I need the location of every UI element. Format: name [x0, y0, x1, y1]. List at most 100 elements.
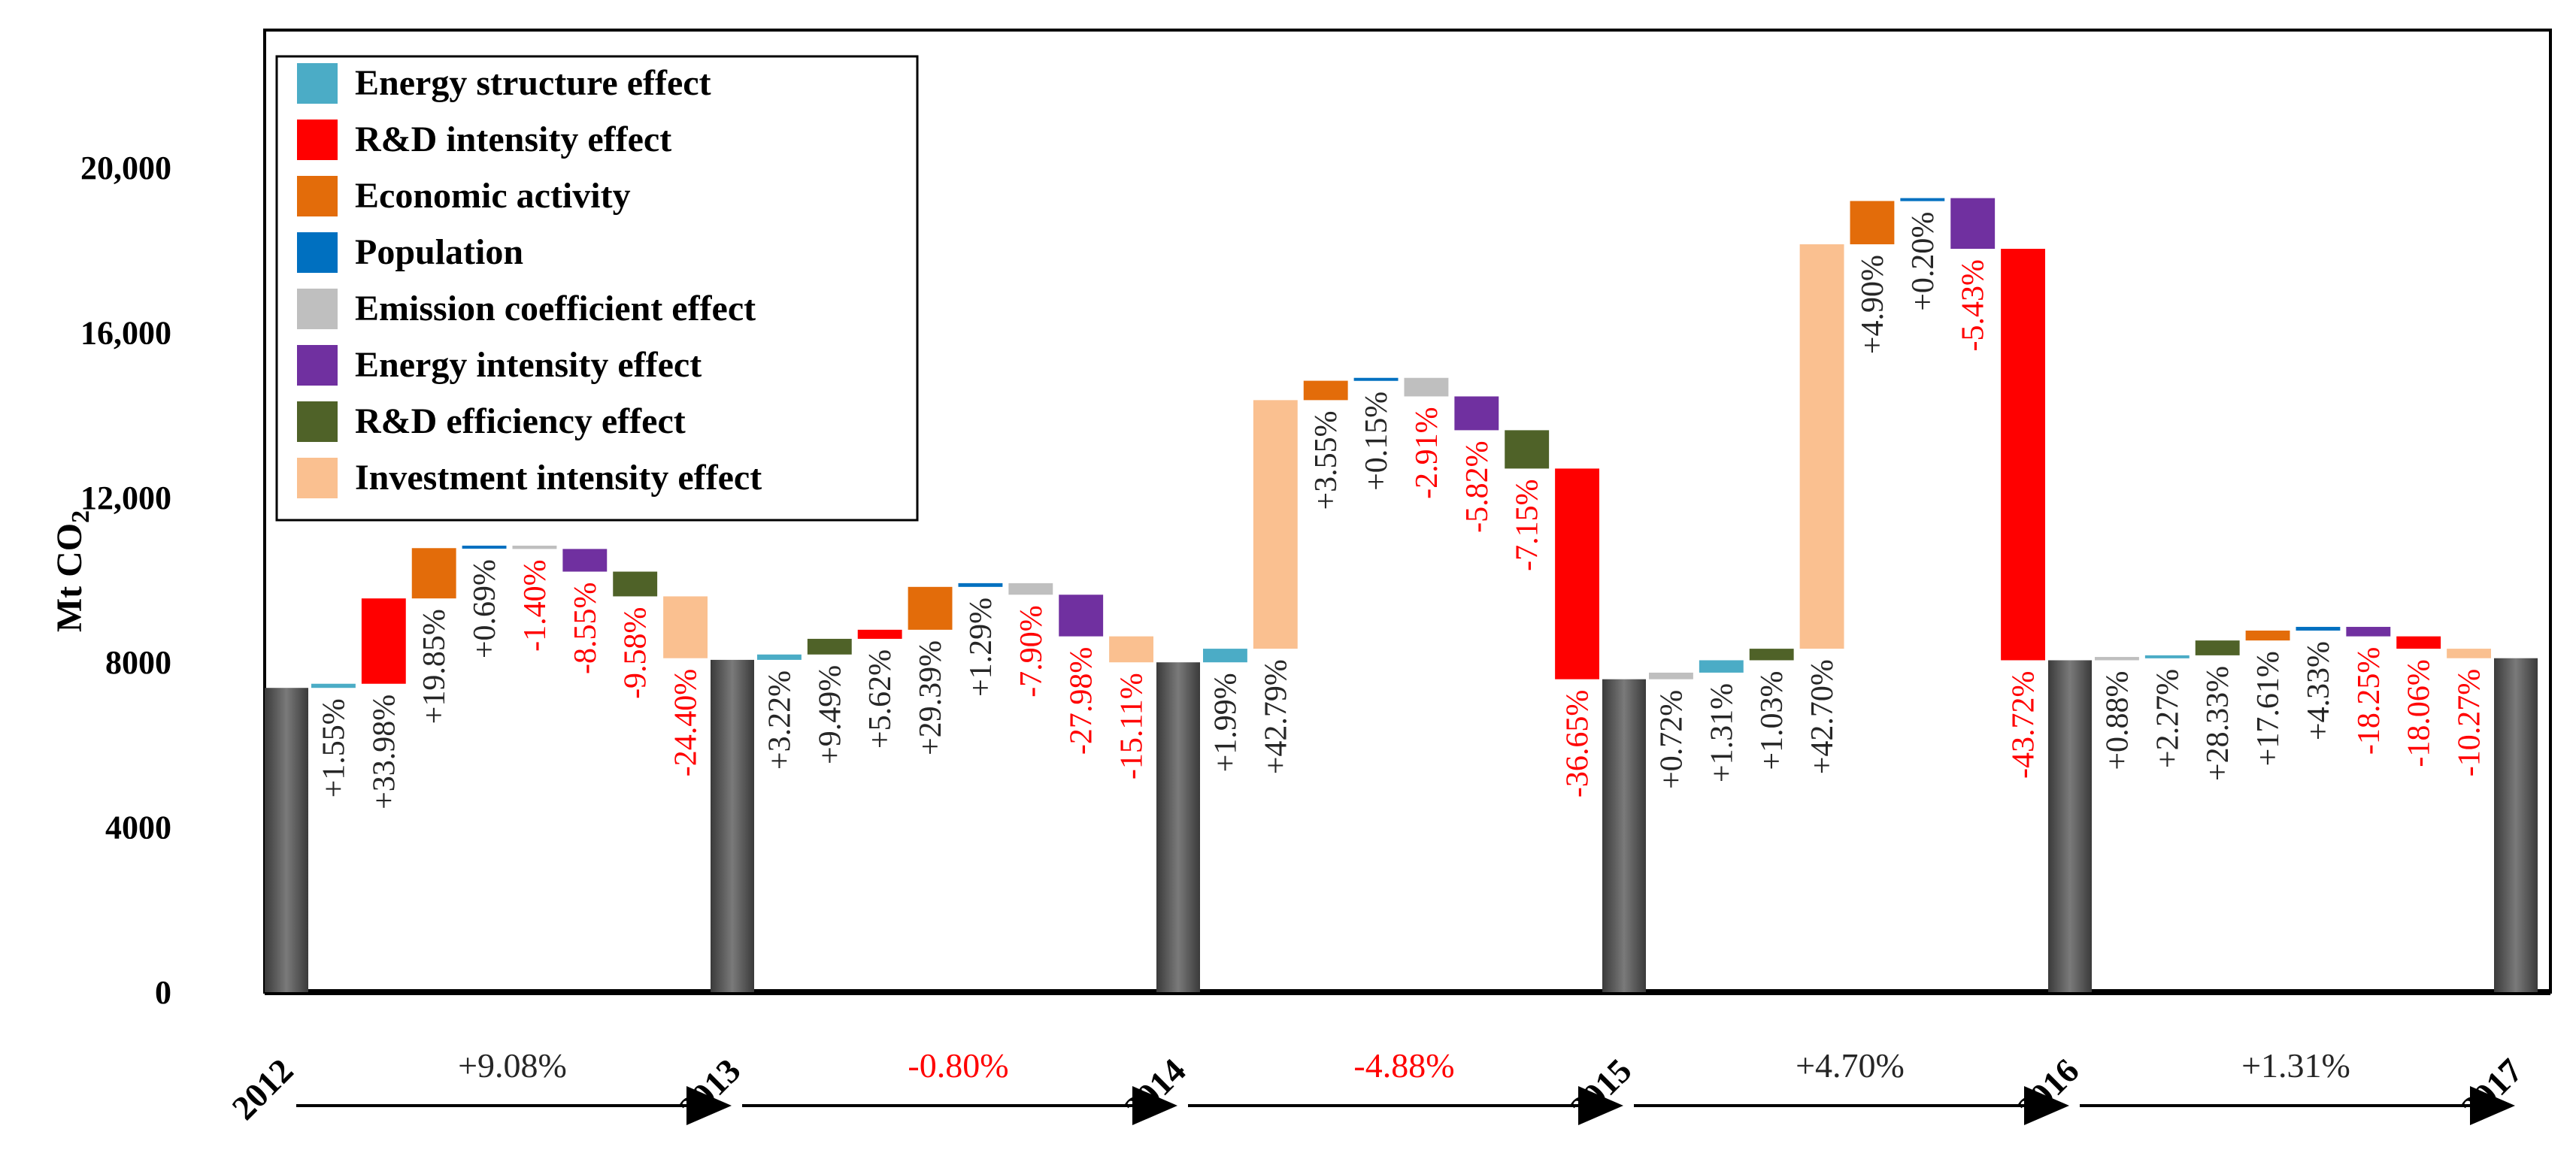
value-label: -36.65%: [1561, 690, 1596, 797]
period-change-label: +9.08%: [458, 1046, 567, 1085]
year-label-2012: 2012: [224, 1051, 300, 1127]
y-tick-label: 16,000: [80, 314, 171, 351]
y-tick-label: 0: [155, 974, 171, 1011]
value-label: -10.27%: [2453, 669, 2487, 776]
year-label-2017: 2017: [2453, 1051, 2529, 1127]
value-label: +0.88%: [2100, 670, 2135, 770]
value-labels-layer: +1.55% +33.98% +19.85% +0.69% -1.40% -8.55% -9…: [317, 212, 2487, 809]
effect-bar: [2195, 640, 2240, 655]
effect-bar: [2144, 655, 2190, 658]
legend-swatch: [297, 176, 338, 216]
effect-bar: [807, 638, 852, 655]
value-label: +1.99%: [1208, 673, 1243, 772]
legend-label: Emission coefficient effect: [355, 289, 756, 328]
period-change-label: +1.31%: [2241, 1046, 2350, 1085]
effect-bar: [361, 598, 406, 684]
year-label-2016: 2016: [2010, 1051, 2086, 1127]
period-change-label: +4.70%: [1796, 1046, 1905, 1085]
value-label: +1.29%: [964, 598, 999, 697]
value-label: +42.79%: [1259, 659, 1293, 774]
period-change-label: -0.80%: [908, 1046, 1008, 1085]
year-label-2015: 2015: [1562, 1051, 1638, 1127]
base-bar-2016: [2048, 660, 2092, 992]
value-label: +3.22%: [762, 670, 797, 770]
legend-swatch: [297, 232, 338, 273]
legend-swatch: [297, 401, 338, 442]
effect-bar: [1505, 430, 1550, 469]
value-label: +19.85%: [417, 609, 452, 724]
effect-bar: [1950, 198, 1996, 250]
y-tick-label: 20,000: [80, 150, 171, 186]
y-tick-label: 12,000: [80, 480, 171, 516]
value-label: -18.06%: [2402, 659, 2437, 767]
value-label: +0.15%: [1359, 392, 1394, 491]
effect-bar: [613, 571, 658, 597]
value-label: +33.98%: [367, 694, 402, 809]
value-label: +29.39%: [914, 640, 948, 755]
value-label: -43.72%: [2007, 670, 2041, 778]
value-label: +4.33%: [2302, 641, 2336, 740]
legend-label: Energy intensity effect: [355, 345, 702, 385]
effect-bar: [1404, 377, 1449, 397]
value-label: +4.90%: [1856, 255, 1890, 354]
effect-bar: [2346, 627, 2391, 637]
effect-bar: [958, 583, 1003, 587]
legend-label: Energy structure effect: [355, 63, 711, 103]
effect-bar: [311, 683, 356, 688]
y-axis: 0 4000 8000 12,000 16,000 20,000: [80, 150, 171, 1011]
value-label: -1.40%: [518, 559, 553, 651]
base-bar-2014: [1156, 662, 1200, 992]
effect-bar: [411, 548, 456, 599]
value-label: -27.98%: [1065, 647, 1099, 755]
base-bar-2015: [1602, 679, 1646, 992]
effect-bar: [1850, 201, 1895, 245]
legend-swatch: [297, 458, 338, 498]
effect-bar: [1059, 595, 1104, 637]
effect-bar: [757, 654, 802, 660]
value-label: +3.55%: [1309, 410, 1344, 510]
effect-bar: [2001, 249, 2045, 661]
value-label: +17.61%: [2251, 651, 2286, 766]
value-label: -5.43%: [1956, 259, 1991, 351]
year-label-2013: 2013: [671, 1051, 747, 1127]
period-arrowhead: [1132, 1086, 1177, 1125]
y-axis-title: Mt CO2: [50, 510, 95, 632]
y-axis-title-main: Mt CO: [50, 523, 89, 632]
base-bar-2013: [711, 659, 754, 992]
bars-layer: [265, 198, 2538, 992]
effect-bar: [908, 586, 953, 630]
legend-label: R&D efficiency effect: [355, 401, 686, 441]
period-change-label: -4.88%: [1353, 1046, 1454, 1085]
effect-bar: [2245, 630, 2290, 641]
legend-swatch: [297, 63, 338, 104]
legend-swatch: [297, 289, 338, 329]
effect-bar: [1353, 377, 1399, 381]
effect-bar: [512, 545, 557, 549]
legend: Energy structure effect R&D intensity eff…: [275, 55, 919, 522]
base-bar-2017: [2494, 658, 2538, 992]
legend-swatch: [297, 120, 338, 160]
value-label: +42.70%: [1805, 659, 1840, 774]
effect-bar: [2296, 627, 2341, 631]
legend-label: Economic activity: [355, 176, 631, 216]
period-arrowhead: [1578, 1086, 1623, 1125]
legend-label: R&D intensity effect: [355, 120, 671, 159]
value-label: +1.55%: [317, 698, 351, 797]
period-arrowhead: [2024, 1086, 2069, 1125]
value-label: -7.15%: [1511, 479, 1545, 570]
effect-bar: [2447, 649, 2491, 658]
value-label: +1.31%: [1705, 683, 1739, 782]
legend-label: Population: [355, 232, 523, 272]
value-label: +2.27%: [2150, 669, 2185, 768]
value-label: +1.03%: [1755, 670, 1790, 770]
effect-bar: [1454, 396, 1499, 431]
effect-bar: [2095, 657, 2139, 661]
effect-bar: [1799, 244, 1844, 649]
value-label: +5.62%: [863, 649, 898, 749]
legend-frame: [275, 55, 919, 522]
y-tick-label: 4000: [105, 809, 171, 846]
legend-swatch: [297, 345, 338, 386]
effect-bar: [1203, 649, 1247, 663]
y-tick-label: 8000: [105, 644, 171, 681]
